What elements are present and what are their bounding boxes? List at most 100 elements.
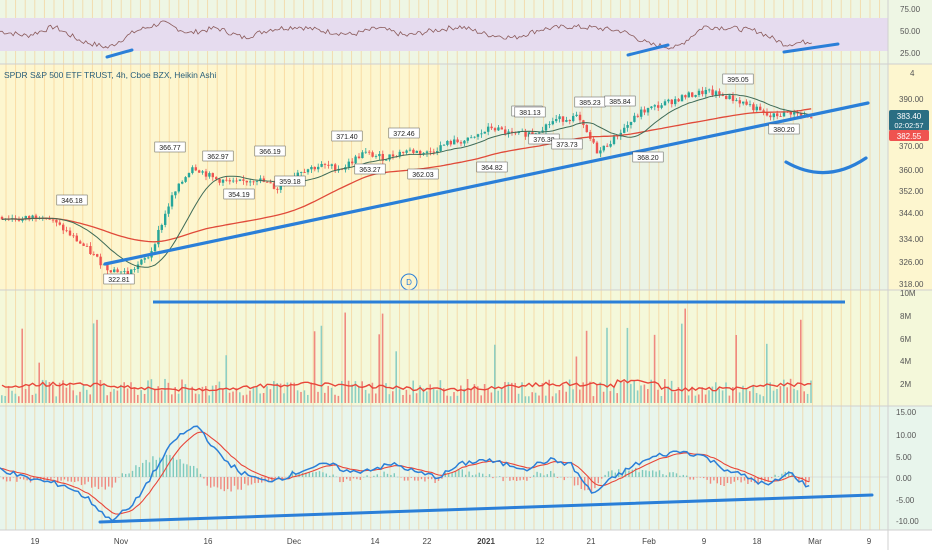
- price-callout-box: [56, 194, 88, 206]
- macd-hist-bar: [23, 477, 25, 480]
- macd-hist-bar: [193, 465, 195, 477]
- macd-hist-bar: [70, 477, 72, 482]
- volume-bar: [205, 386, 207, 403]
- volume-bar: [290, 382, 292, 403]
- macd-hist-bar: [669, 472, 671, 477]
- candle-body: [157, 229, 160, 245]
- volume-bar: [184, 384, 187, 403]
- macd-hist-bar: [131, 470, 134, 477]
- macd-hist-bar: [359, 477, 361, 480]
- volume-bars: [1, 308, 812, 403]
- volume-average: [1, 378, 812, 392]
- macd-hist-bar: [142, 462, 144, 477]
- candle-body: [575, 114, 578, 116]
- volume-bar: [72, 390, 74, 403]
- macd-hist-bar: [577, 477, 579, 486]
- volume-bar: [273, 381, 275, 403]
- volume-bar: [650, 379, 652, 403]
- volume-bar: [14, 393, 17, 403]
- candle-body: [177, 183, 180, 192]
- volume-bar: [718, 388, 720, 403]
- candle-body: [405, 150, 408, 153]
- candle-body: [636, 115, 639, 117]
- volume-bar: [681, 323, 683, 403]
- candle-body: [364, 151, 367, 153]
- macd-hist-bar: [526, 477, 528, 481]
- macd-hist-bar: [216, 477, 219, 488]
- candle-body: [391, 154, 395, 157]
- volume-bar: [568, 379, 571, 403]
- candle-body: [490, 126, 493, 129]
- volume-bar: [140, 390, 142, 403]
- macd-hist-bar: [179, 459, 181, 477]
- volume-bar: [599, 382, 601, 403]
- candle-body: [480, 133, 483, 135]
- macd-hist-bar: [87, 477, 89, 482]
- time-tick: 21: [587, 537, 596, 546]
- candle-body: [82, 243, 85, 246]
- price-callout-box: [407, 168, 439, 180]
- volume-bar: [653, 334, 656, 403]
- volume-bar: [470, 389, 472, 403]
- macd-hist-bar: [2, 477, 4, 480]
- macd-hist-bar: [420, 477, 423, 480]
- candle-body: [714, 91, 718, 96]
- price-callout-box: [254, 145, 286, 157]
- price-callouts: 346.18 322.81 366.77 362.97 354.19 366.19 359.…: [56, 73, 800, 285]
- candle-body: [28, 216, 31, 219]
- volume-bar: [313, 331, 316, 403]
- candle-body: [354, 156, 357, 164]
- volume-bar: [344, 312, 346, 403]
- long-moving-average: [1, 108, 812, 243]
- volume-bar: [664, 379, 666, 403]
- candle-body: [725, 95, 728, 100]
- rsi-tick: 50.00: [900, 27, 921, 36]
- macd-hist-bar: [743, 477, 746, 481]
- macd-hist-bar: [563, 477, 565, 481]
- candles: [0, 85, 813, 278]
- candle-body: [368, 151, 371, 153]
- candle-body: [255, 181, 259, 182]
- volume-bar: [55, 396, 57, 403]
- volume-bar: [96, 319, 98, 403]
- rsi-line: [0, 20, 812, 50]
- volume-bar: [191, 386, 193, 403]
- macd-hist-bar: [645, 470, 647, 477]
- price-callout: 380.20: [773, 127, 795, 134]
- volume-bar: [742, 385, 744, 403]
- candle-body: [225, 179, 228, 181]
- candle-body: [109, 270, 112, 273]
- volume-bar: [443, 388, 445, 403]
- volume-bar: [769, 382, 771, 403]
- macd-hist-bar: [424, 477, 426, 482]
- macd-hist-bar: [414, 477, 416, 481]
- volume-bar: [507, 382, 510, 403]
- candle-body: [429, 151, 432, 153]
- macd-hist-bar: [448, 473, 450, 477]
- price-callout: 371.40: [336, 134, 358, 141]
- macd-hist-bar: [284, 477, 287, 478]
- candle-body: [772, 113, 775, 118]
- time-tick: 2021: [477, 537, 495, 546]
- volume-bar: [347, 380, 350, 403]
- macd-hist-bar: [186, 464, 188, 477]
- volume-bar: [711, 386, 714, 403]
- volume-bar: [143, 393, 146, 403]
- macd-hist-bar: [499, 476, 501, 477]
- macd-hist-bar: [12, 477, 15, 478]
- candle-body: [201, 171, 204, 173]
- price-callout-box: [154, 141, 186, 153]
- candle-body: [701, 90, 704, 95]
- volume-bar: [494, 344, 496, 403]
- candle-body: [585, 125, 588, 133]
- volume-bar: [303, 390, 306, 403]
- candle-body: [504, 129, 507, 134]
- volume-bar: [41, 379, 44, 403]
- macd-hist-bar: [737, 477, 739, 481]
- volume-bar: [310, 382, 312, 403]
- candle-body: [612, 135, 616, 144]
- macd-hist-bar: [781, 473, 783, 477]
- macd-trendline: [98, 493, 874, 524]
- volume-bar: [579, 389, 581, 403]
- macd-hist-bar: [60, 477, 62, 481]
